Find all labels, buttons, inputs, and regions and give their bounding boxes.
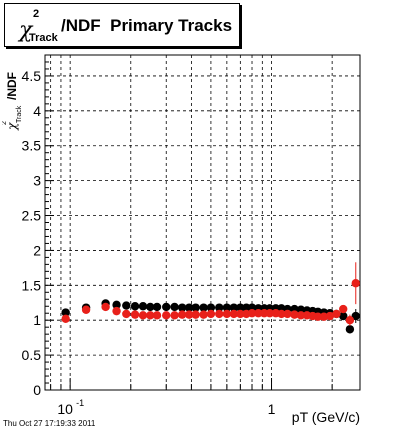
data-point-red <box>215 309 224 319</box>
data-point-red <box>265 309 274 318</box>
y-tick-label: 0.5 <box>22 347 42 363</box>
title-subscript: Track <box>29 32 58 44</box>
data-point-red <box>283 309 292 319</box>
y-tick-label: 4.5 <box>22 68 42 84</box>
ylabel-sub: Track <box>16 105 22 123</box>
title-superscript: 2 <box>33 8 40 20</box>
x-tick-exponent: -1 <box>76 398 84 408</box>
data-point-black <box>170 302 179 312</box>
data-point-red <box>130 310 140 319</box>
data-point-red <box>61 314 70 324</box>
data-point-red <box>332 309 341 319</box>
data-point-red <box>191 310 200 319</box>
data-point-red <box>206 309 216 319</box>
y-tick-label: 2 <box>33 242 41 258</box>
ylabel-ndf: /NDF <box>5 72 19 100</box>
data-point-red <box>222 309 232 319</box>
data-point-red <box>162 311 171 320</box>
data-point-red <box>81 305 91 314</box>
data-point-red <box>199 310 208 319</box>
ylabel-sup: 2 <box>2 121 8 125</box>
data-point-red <box>138 311 148 320</box>
data-point-black <box>206 303 216 312</box>
data-point-red <box>351 279 360 288</box>
grid <box>45 55 360 390</box>
data-point-black <box>146 302 155 312</box>
data-point-black <box>215 303 224 312</box>
data-point-black <box>61 308 70 317</box>
data-point-red <box>146 311 155 320</box>
y-tick-label: 1 <box>33 312 41 328</box>
data-point-black <box>351 311 360 321</box>
y-tick-label: 2.5 <box>22 208 42 224</box>
title-box: χ 2 Track /NDF Primary Tracks <box>4 3 240 47</box>
title-main: /NDF Primary Tracks <box>61 16 233 35</box>
data-point-black <box>236 303 245 312</box>
data-point-red <box>339 304 348 314</box>
data-point-black <box>229 303 239 312</box>
x-tick-label: 1 <box>268 401 276 417</box>
data-point-black <box>184 303 194 312</box>
data-point-black <box>138 302 148 311</box>
axis-ticks <box>45 54 333 391</box>
data-point-red <box>229 309 239 319</box>
data-point-red <box>152 311 162 320</box>
data-point-black <box>152 302 162 312</box>
data-point-red <box>277 309 286 319</box>
y-tick-label: 0 <box>33 382 41 398</box>
data-point-red <box>296 311 306 320</box>
data-point-black <box>130 302 140 311</box>
data-point-black <box>112 300 121 310</box>
data-point-red <box>122 309 131 319</box>
data-point-red <box>236 309 245 319</box>
data-point-red <box>177 310 187 319</box>
data-point-black <box>199 303 208 312</box>
data-point-black <box>339 311 348 321</box>
data-point-red <box>254 309 263 318</box>
data-point-red <box>325 311 335 321</box>
data-point-red <box>101 302 110 312</box>
data-markers <box>61 262 360 334</box>
y-tick-label: 3.5 <box>22 138 42 154</box>
data-point-black <box>122 301 131 310</box>
y-axis-label: χ 2 Track /NDF <box>1 52 23 132</box>
y-tick-label: 4 <box>33 103 41 119</box>
data-point-red <box>170 311 179 320</box>
data-point-black <box>177 303 187 312</box>
data-point-red <box>184 310 194 319</box>
data-point-black <box>345 325 355 334</box>
x-axis-label: pT (GeV/c) <box>292 409 360 425</box>
x-tick-label: 10 <box>57 401 73 417</box>
data-point-red <box>247 309 257 318</box>
data-point-black <box>191 303 200 312</box>
data-point-red <box>345 316 355 325</box>
tick-labels: 0 0.5 1 1.5 2 2.5 3 3.5 4 4.5 10 -1 1 <box>22 68 276 417</box>
title-chi: χ <box>19 18 33 43</box>
footer-timestamp: Thu Oct 27 17:19:33 2011 <box>3 419 96 428</box>
y-tick-label: 1.5 <box>22 277 42 293</box>
y-tick-label: 3 <box>33 173 41 189</box>
ylabel-chi: χ <box>5 122 19 131</box>
data-point-red <box>290 310 299 319</box>
data-point-black <box>162 302 171 312</box>
data-point-red <box>112 306 121 316</box>
data-point-red <box>313 312 323 321</box>
data-point-black <box>222 303 232 312</box>
plot-frame <box>44 54 361 391</box>
